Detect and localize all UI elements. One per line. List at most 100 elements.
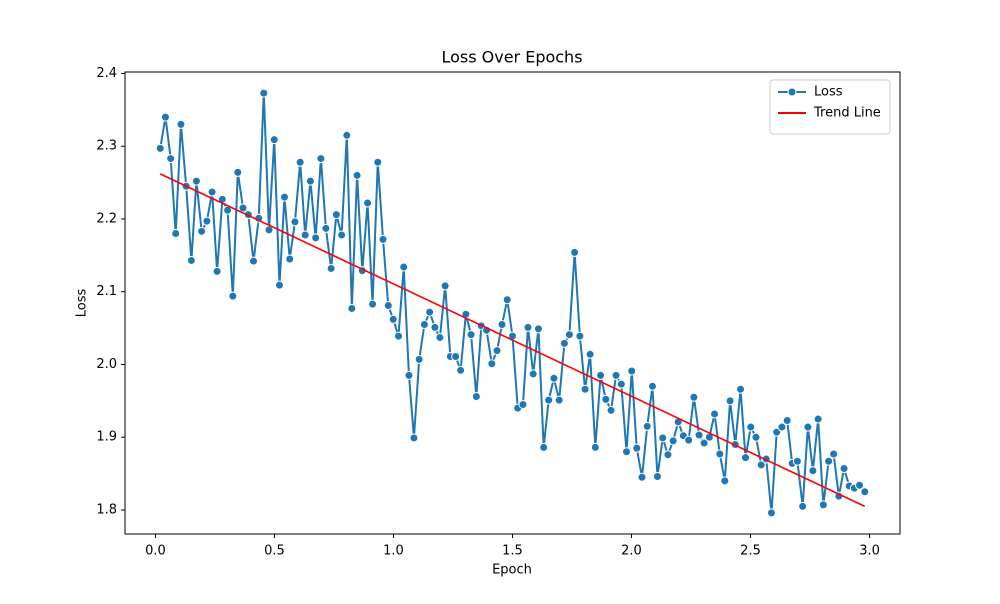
point <box>249 256 259 266</box>
x-tick-label: 0.5 <box>264 544 285 559</box>
point <box>663 450 673 460</box>
point <box>233 167 243 177</box>
point <box>212 266 222 276</box>
x-tick-label: 1.0 <box>383 544 404 559</box>
point <box>684 435 694 445</box>
point <box>580 384 590 394</box>
point <box>186 255 196 265</box>
point <box>668 436 678 446</box>
point <box>715 449 725 459</box>
y-tick-label: 2.4 <box>96 66 117 81</box>
legend-box <box>769 79 891 135</box>
x-tick-label: 2.0 <box>621 544 642 559</box>
point <box>176 119 186 129</box>
point <box>207 187 217 197</box>
y-tick-label: 2.2 <box>96 211 117 226</box>
point <box>171 229 181 239</box>
point <box>792 456 802 466</box>
point <box>570 247 580 257</box>
y-tick-label: 2.3 <box>96 139 117 154</box>
point <box>160 112 170 122</box>
point <box>342 130 352 140</box>
point <box>502 295 512 305</box>
point <box>378 234 388 244</box>
y-tick-label: 1.8 <box>96 502 117 517</box>
point <box>585 349 595 359</box>
point <box>766 508 776 518</box>
point <box>559 338 569 348</box>
y-tick-label: 1.9 <box>96 430 117 445</box>
point <box>285 254 295 264</box>
point <box>829 449 839 459</box>
point <box>305 176 315 186</box>
point <box>440 281 450 291</box>
legend-label: Trend Line <box>813 106 881 121</box>
chart-title: Loss Over Epochs <box>441 48 582 67</box>
point <box>622 447 632 457</box>
point <box>803 422 813 432</box>
point <box>699 438 709 448</box>
point <box>269 135 279 145</box>
point <box>523 322 533 332</box>
point <box>331 210 341 220</box>
point <box>316 154 326 164</box>
point <box>637 472 647 482</box>
point <box>751 432 761 442</box>
point <box>466 330 476 340</box>
point <box>451 351 461 361</box>
point <box>658 433 668 443</box>
point <box>259 88 269 98</box>
point <box>533 324 543 334</box>
x-tick-label: 0.0 <box>145 544 166 559</box>
point <box>191 176 201 186</box>
point <box>611 370 621 380</box>
point <box>824 456 834 466</box>
point <box>274 280 284 290</box>
point <box>606 405 616 415</box>
y-axis-label: Loss <box>75 289 90 318</box>
point <box>596 370 606 380</box>
point <box>544 395 554 405</box>
point <box>720 476 730 486</box>
point <box>337 230 347 240</box>
point <box>435 333 445 343</box>
y-tick-label: 2.1 <box>96 284 117 299</box>
point <box>554 395 564 405</box>
plot-frame <box>124 71 901 535</box>
point <box>155 143 165 153</box>
point <box>694 430 704 440</box>
point <box>347 303 357 313</box>
point <box>616 379 626 389</box>
point <box>756 460 766 470</box>
point <box>818 500 828 510</box>
point <box>798 501 808 511</box>
point <box>279 192 289 202</box>
legend-marker <box>787 87 797 97</box>
point <box>326 263 336 273</box>
point <box>549 373 559 383</box>
point <box>487 359 497 369</box>
point <box>860 487 870 497</box>
point <box>782 416 792 426</box>
point <box>839 464 849 474</box>
point <box>373 157 383 167</box>
point <box>419 319 429 329</box>
point <box>425 307 435 317</box>
point <box>197 226 207 236</box>
point <box>363 198 373 208</box>
point <box>564 330 574 340</box>
point <box>290 217 300 227</box>
point <box>166 154 176 164</box>
point <box>652 472 662 482</box>
point <box>601 394 611 404</box>
point <box>404 370 414 380</box>
point <box>627 366 637 376</box>
point <box>295 157 305 167</box>
x-tick-label: 3.0 <box>859 544 880 559</box>
point <box>430 322 440 332</box>
point <box>321 223 331 233</box>
point <box>746 422 756 432</box>
point <box>575 331 585 341</box>
point <box>777 422 787 432</box>
